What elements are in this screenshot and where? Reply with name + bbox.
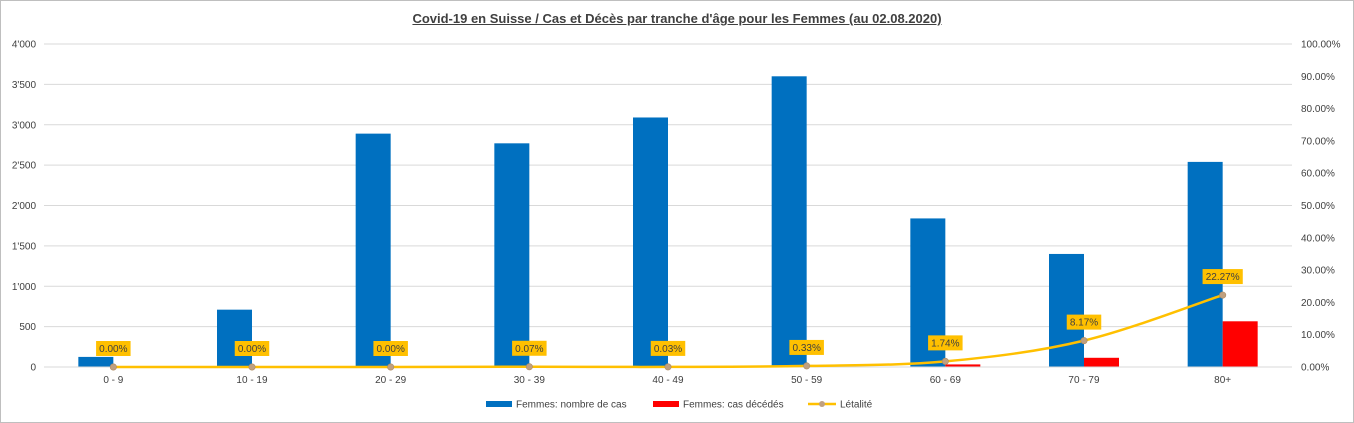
y-left-tick-label: 3'000 — [12, 120, 37, 131]
data-label: 8.17% — [1070, 318, 1098, 329]
x-tick-label: 80+ — [1214, 375, 1231, 386]
data-label: 0.03% — [654, 344, 682, 355]
data-label: 0.00% — [376, 344, 404, 355]
legend-label-deaths: Femmes: cas décédés — [683, 400, 784, 411]
y-right-tick-label: 40.00% — [1301, 233, 1335, 244]
x-tick-label: 0 - 9 — [103, 375, 123, 386]
y-right-tick-label: 80.00% — [1301, 104, 1335, 115]
data-label: 0.00% — [99, 344, 127, 355]
x-tick-label: 50 - 59 — [791, 375, 823, 386]
data-label-box — [928, 335, 963, 351]
lethality-marker — [525, 363, 533, 371]
y-left-tick-label: 500 — [19, 322, 36, 333]
data-label-box — [789, 339, 824, 355]
bar-cases — [494, 143, 530, 367]
x-tick-label: 70 - 79 — [1068, 375, 1100, 386]
y-right-tick-label: 90.00% — [1301, 72, 1335, 83]
legend-label-lethality: Létalité — [840, 400, 873, 411]
legend-swatch-deaths — [653, 401, 679, 407]
data-label-box — [512, 340, 547, 356]
data-label-box — [1066, 314, 1102, 330]
bar-deaths — [1084, 357, 1119, 367]
bar-deaths — [945, 364, 981, 367]
legend-marker-lethality — [819, 401, 825, 407]
bar-cases — [78, 356, 114, 367]
bar-cases — [633, 117, 668, 367]
lethality-marker — [1080, 337, 1088, 345]
data-label: 22.27% — [1206, 272, 1240, 283]
lethality-marker — [941, 357, 949, 365]
y-left-tick-label: 1'000 — [12, 282, 37, 293]
bar-cases — [1187, 161, 1223, 367]
y-left-tick-label: 1'500 — [12, 241, 37, 252]
y-right-tick-label: 60.00% — [1301, 169, 1335, 180]
x-tick-label: 10 - 19 — [236, 375, 268, 386]
x-tick-label: 30 - 39 — [514, 375, 546, 386]
data-label: 0.07% — [515, 344, 543, 355]
data-label: 0.33% — [792, 343, 820, 354]
lethality-marker — [248, 363, 256, 371]
x-tick-label: 40 - 49 — [652, 375, 684, 386]
data-label-box — [96, 341, 131, 356]
lethality-marker — [1219, 291, 1227, 299]
x-tick-label: 60 - 69 — [930, 375, 962, 386]
y-right-tick-label: 100.00% — [1301, 40, 1341, 51]
lethality-marker — [387, 363, 395, 371]
data-label-box — [373, 341, 408, 356]
x-tick-label: 20 - 29 — [375, 375, 407, 386]
data-label: 1.74% — [931, 338, 959, 349]
y-left-tick-label: 0 — [30, 363, 36, 374]
y-right-tick-label: 70.00% — [1301, 136, 1335, 147]
bar-cases — [217, 309, 252, 367]
lethality-marker — [803, 362, 811, 370]
lethality-marker — [109, 363, 117, 371]
y-left-tick-label: 4'000 — [12, 40, 37, 51]
bar-cases — [1049, 253, 1084, 367]
y-right-tick-label: 0.00% — [1301, 363, 1329, 374]
y-left-tick-label: 2'500 — [12, 161, 37, 172]
y-left-tick-label: 3'500 — [12, 80, 37, 91]
data-label-box — [1202, 269, 1243, 285]
lethality-marker — [664, 363, 672, 371]
data-label-box — [234, 341, 270, 356]
chart-title: Covid-19 en Suisse / Cas et Décès par tr… — [0, 11, 1354, 26]
chart-title-text: Covid-19 en Suisse / Cas et Décès par tr… — [412, 11, 942, 26]
bar-cases — [355, 133, 391, 367]
y-right-tick-label: 30.00% — [1301, 266, 1335, 277]
legend-swatch-cases — [486, 401, 512, 407]
y-right-tick-label: 50.00% — [1301, 201, 1335, 212]
data-label: 0.00% — [238, 344, 266, 355]
y-right-tick-label: 10.00% — [1301, 330, 1335, 341]
bar-deaths — [1222, 321, 1258, 367]
y-left-tick-label: 2'000 — [12, 201, 37, 212]
data-label-box — [650, 340, 686, 356]
bar-cases — [771, 76, 807, 368]
y-right-tick-label: 20.00% — [1301, 298, 1335, 309]
legend-label-cases: Femmes: nombre de cas — [516, 400, 627, 411]
